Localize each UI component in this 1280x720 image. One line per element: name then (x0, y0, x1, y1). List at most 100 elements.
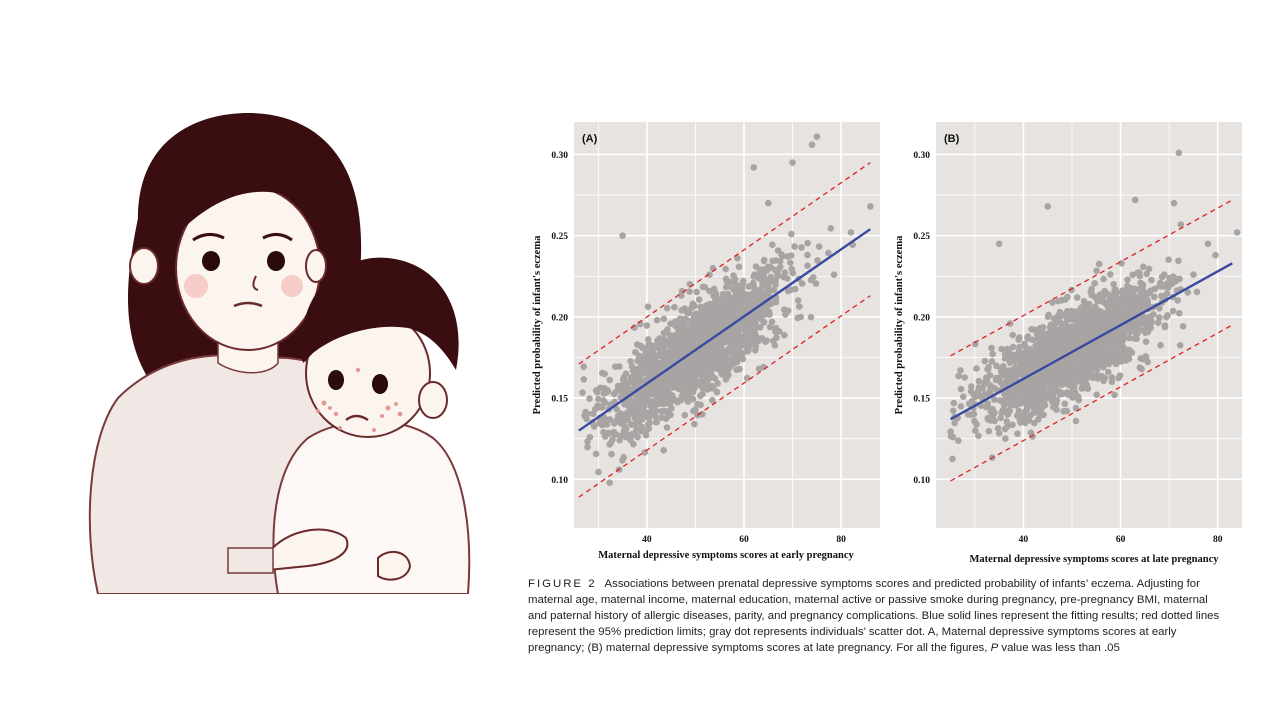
scatter-point (1144, 299, 1152, 307)
scatter-point (1040, 382, 1047, 390)
fit-line (949, 262, 1233, 421)
scatter-point (1148, 276, 1155, 284)
scatter-point (1115, 338, 1123, 346)
scatter-point (660, 335, 668, 343)
scatter-point (706, 287, 713, 295)
scatter-point (1095, 260, 1103, 268)
scatter-point (760, 257, 768, 265)
y-tick-label: 0.30 (551, 151, 568, 161)
scatter-point (1062, 337, 1069, 345)
x-tick-labels: 40 60 80 (1019, 535, 1223, 545)
scatter-point (697, 401, 704, 409)
y-tick-label: 0.25 (551, 232, 568, 242)
scatter-point (987, 382, 994, 389)
scatter-point (998, 345, 1005, 353)
scatter-point (738, 288, 745, 295)
scatter-point (1036, 360, 1043, 367)
scatter-point (950, 407, 957, 415)
scatter-point (970, 391, 977, 398)
scatter-point (669, 345, 676, 352)
scatter-point (752, 263, 760, 270)
scatter-point (1017, 419, 1024, 426)
y-axis-label: Predicted probability of infant's eczema (894, 235, 905, 414)
scatter-point (586, 395, 593, 402)
scatter-point (975, 377, 983, 385)
scatter-point (1063, 389, 1071, 396)
scatter-point (726, 301, 734, 308)
scatter-point (794, 314, 801, 322)
fit-line (578, 228, 871, 432)
scatter-point (794, 297, 802, 304)
scatter-point (949, 455, 956, 463)
scatter-point (827, 225, 835, 232)
scatter-point (1139, 355, 1147, 363)
scatter-point (708, 312, 716, 319)
scatter-point (1126, 334, 1133, 342)
scatter-point (1122, 346, 1130, 354)
scatter-point (772, 281, 779, 288)
scatter-point (960, 393, 967, 401)
scatter-point (825, 249, 832, 257)
x-tick-label: 60 (739, 535, 749, 545)
scatter-point (684, 398, 692, 405)
scatter-point (677, 385, 684, 393)
scatter-point (722, 306, 730, 313)
scatter-point (603, 386, 611, 394)
scatter-point (1113, 328, 1121, 335)
scatter-point (991, 396, 998, 403)
scatter-point (1094, 330, 1102, 337)
scatter-point (743, 295, 750, 303)
scatter-point (1052, 344, 1059, 352)
scatter-point (712, 349, 720, 356)
scatter-point (968, 397, 976, 405)
scatter-point (1156, 314, 1163, 321)
scatter-point (712, 338, 719, 345)
scatter-point (791, 285, 799, 293)
scatter-point (784, 287, 792, 295)
scatter-point (1040, 354, 1048, 361)
scatter-point (701, 324, 708, 332)
p-symbol: P (990, 642, 999, 654)
scatter-point (993, 362, 1000, 370)
scatter-point (699, 411, 706, 418)
scatter-point (1039, 324, 1047, 331)
scatter-point (688, 304, 695, 312)
scatter-point (676, 371, 684, 379)
scatter-point (683, 324, 691, 332)
scatter-point (667, 377, 675, 384)
scatter-point (981, 357, 989, 365)
scatter-point (950, 399, 958, 407)
scatter-point-outlier (619, 232, 626, 239)
scatter-point (1069, 362, 1077, 370)
scatter-point (631, 397, 639, 405)
scatter-point (641, 386, 649, 394)
scatter-point (772, 298, 780, 306)
scatter-point (750, 323, 758, 331)
scatter-point (1136, 364, 1144, 371)
scatter-point (1100, 352, 1107, 360)
scatter-point (691, 328, 699, 336)
scatter-point (689, 395, 697, 403)
scatter-point (699, 352, 706, 360)
scatter-point (1069, 380, 1077, 388)
scatter-point (592, 387, 600, 394)
scatter-point (646, 419, 653, 427)
scatter-point (955, 372, 962, 380)
scatter-point (1054, 388, 1061, 396)
scatter-point (994, 425, 1002, 432)
scatter-point (1007, 370, 1014, 378)
scatter-point (1066, 328, 1073, 336)
scatter-point (1021, 414, 1028, 421)
scatter-point (666, 331, 673, 339)
scatter-point (1110, 356, 1118, 364)
scatter-point (1086, 322, 1094, 330)
scatter-point (1109, 343, 1117, 350)
scatter-point (1089, 374, 1096, 382)
scatter-point-outlier (813, 133, 821, 140)
scatter-point (669, 320, 677, 328)
scatter-point (1129, 299, 1136, 306)
scatter-point (754, 298, 761, 305)
scatter-point (1010, 401, 1017, 409)
scatter-point (1009, 421, 1016, 429)
scatter-point (1115, 352, 1123, 360)
